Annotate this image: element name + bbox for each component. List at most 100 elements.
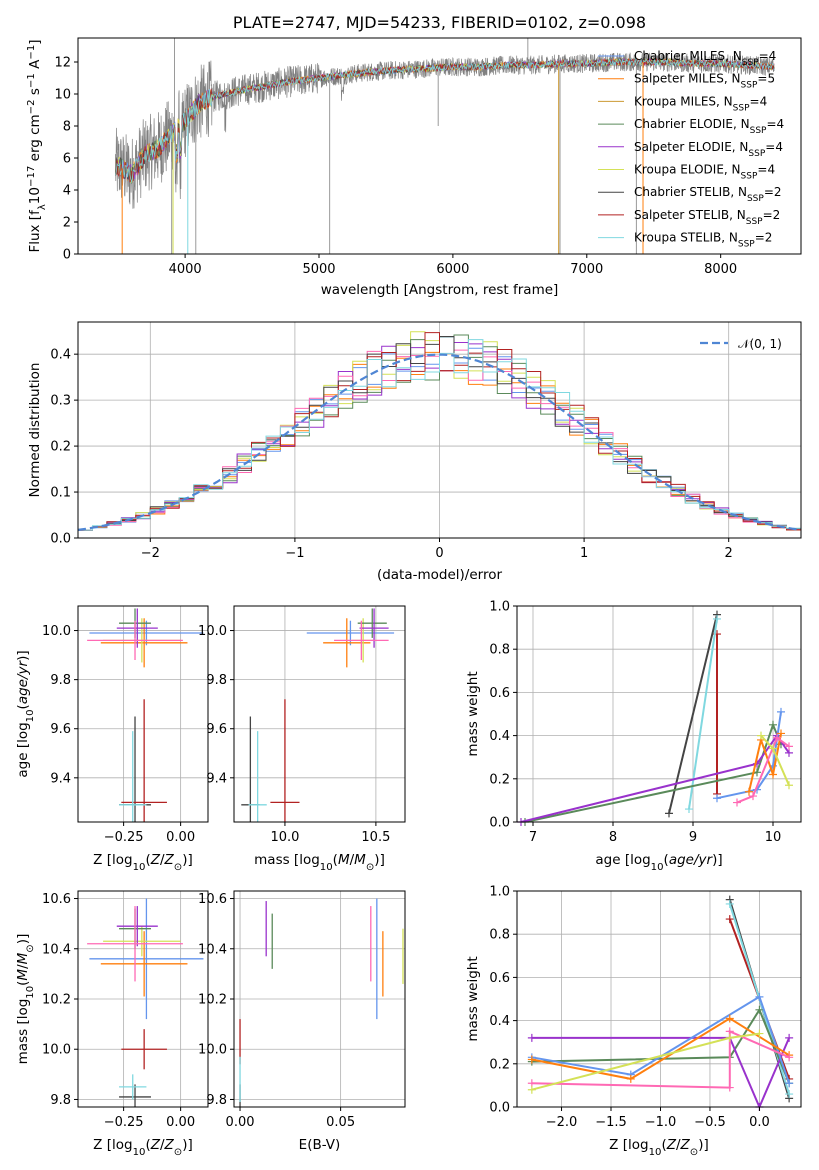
normal-distribution-line xyxy=(78,353,799,531)
y-tick-label: 10.0 xyxy=(198,1043,227,1058)
mass-weight-marker xyxy=(733,798,741,807)
mass-weight-marker xyxy=(665,809,673,818)
y-tick-label: 9.8 xyxy=(206,1093,227,1108)
mass-weight-marker xyxy=(777,729,785,738)
panel-age-vs-mass: 10.0 10.5 9.4 9.6 9.8 10.0 mass [log10(M/M⊙)] xyxy=(198,605,406,873)
x-tick-label: 0.0 xyxy=(749,1115,770,1130)
mass-weight-marker xyxy=(713,614,721,623)
frame-age-vs-Z xyxy=(77,605,209,823)
mass-weight-marker xyxy=(777,707,785,716)
mass-weight-marker xyxy=(725,915,734,924)
y-tick-label: 0.4 xyxy=(489,729,510,744)
x-axis-label: Z [log10(Z/Z⊙)] xyxy=(93,1137,193,1158)
x-axis-label: mass [log10(M/M⊙)] xyxy=(254,852,385,873)
x-tick-label: −2 xyxy=(141,546,160,561)
y-tick-label: 10.4 xyxy=(42,942,71,957)
mass-weight-line xyxy=(736,736,790,804)
legend-label: Salpeter MILES, NSSP=5 xyxy=(634,72,775,91)
grid-age-vs-mass xyxy=(234,606,405,822)
y-tick-label: 10.0 xyxy=(198,624,227,639)
x-axis-label: Z [log10(Z/Z⊙)] xyxy=(609,1137,709,1158)
mass-weight-marker xyxy=(755,1005,764,1014)
y-axis-label: mass weight xyxy=(465,956,481,1041)
x-tick-label: 2 xyxy=(725,546,733,561)
y-tick-label: 10 xyxy=(54,88,71,103)
x-tick-label: 10.0 xyxy=(270,830,299,845)
x-tick-label: 10.5 xyxy=(361,830,390,845)
y-tick-label: 10.6 xyxy=(198,892,227,907)
x-axis-label: E(B-V) xyxy=(299,1137,341,1153)
y-tick-label: 8 xyxy=(63,120,71,135)
y-axis-label: age [log10(age/yr)] xyxy=(15,650,36,777)
mass-weight-line xyxy=(531,1036,791,1107)
panel-massweight-vs-Z: −2.0 −1.5 −1.0 −0.5 0.0 0.0 0.2 0.4 0.6 0.8 1.0 Z [… xyxy=(465,885,802,1158)
mass-weight-marker xyxy=(725,899,734,908)
model-spectrum-line xyxy=(115,57,775,184)
y-tick-label: 0.2 xyxy=(489,772,510,787)
y-tick-label: 4 xyxy=(63,184,71,199)
y-tick-label: 0.3 xyxy=(50,394,71,409)
mass-weight-marker xyxy=(769,744,777,753)
legend-label: Chabrier STELIB, NSSP=2 xyxy=(634,185,782,204)
x-tick-label: 4000 xyxy=(169,262,202,277)
mass-weight-line xyxy=(688,618,718,810)
panel-massweight-vs-age: 7 8 9 10 0.0 0.2 0.4 0.6 0.8 1.0 age [log10(age/yr… xyxy=(465,600,802,873)
mass-weight-marker xyxy=(785,742,793,751)
legend-label: 𝒩(0, 1) xyxy=(738,337,782,351)
y-tick-label: 6 xyxy=(63,152,71,167)
mass-weight-marker xyxy=(527,1085,536,1094)
legend-label: Salpeter ELODIE, NSSP=4 xyxy=(634,140,783,159)
panel-spectrum: 4000 5000 6000 7000 8000 0 2 4 6 8 10 12 PLATE=2747,… xyxy=(26,13,802,298)
mass-weight-marker xyxy=(755,992,764,1001)
mass-weight-line xyxy=(748,733,782,793)
mass-weight-marker xyxy=(626,1074,635,1083)
mass-weight-marker xyxy=(785,1090,794,1099)
mass-weight-marker xyxy=(725,1033,734,1042)
x-axis-label: age [log10(age/yr)] xyxy=(595,852,722,873)
y-tick-label: 0.2 xyxy=(489,1057,510,1072)
y-tick-label: 9.6 xyxy=(206,722,227,737)
legend-label: Kroupa MILES, NSSP=4 xyxy=(634,94,767,113)
mass-weight-marker xyxy=(713,794,721,803)
y-tick-label: 0.1 xyxy=(50,486,71,501)
x-tick-label: 8 xyxy=(609,830,617,845)
mass-weight-marker xyxy=(725,1083,734,1092)
legend-label: Salpeter STELIB, NSSP=2 xyxy=(634,208,780,227)
mass-weight-marker xyxy=(785,1079,794,1088)
y-tick-label: 12 xyxy=(54,56,71,71)
x-tick-label: 0 xyxy=(435,546,443,561)
y-tick-label: 0.4 xyxy=(50,348,71,363)
mass-weight-marker xyxy=(769,770,777,779)
mass-weight-marker xyxy=(785,1033,794,1042)
mass-weight-line xyxy=(520,733,790,822)
y-tick-label: 9.4 xyxy=(50,771,71,786)
x-tick-label: 5000 xyxy=(302,262,335,277)
y-tick-label: 9.8 xyxy=(50,673,71,688)
x-tick-label: −1 xyxy=(285,546,304,561)
frame-massweight-vs-age xyxy=(516,605,802,823)
x-tick-label: −0.25 xyxy=(104,1115,144,1130)
y-tick-label: 0.4 xyxy=(489,1014,510,1029)
mass-weight-marker xyxy=(755,1029,764,1038)
y-tick-label: 1.0 xyxy=(489,885,510,900)
y-tick-label: 10.0 xyxy=(42,1043,71,1058)
y-tick-label: 0.0 xyxy=(489,1101,510,1116)
legend-label: Chabrier MILES, NSSP=4 xyxy=(634,49,776,68)
mass-weight-marker xyxy=(769,720,777,729)
mass-weight-marker xyxy=(773,733,781,742)
y-tick-label: 9.8 xyxy=(206,673,227,688)
panel-residuals: −2 −1 0 1 2 0.0 0.1 0.2 0.3 0.4 (data-model)/error… xyxy=(27,321,802,583)
mass-weight-marker xyxy=(725,1014,734,1023)
y-tick-label: 10.4 xyxy=(198,942,227,957)
y-tick-label: 0.6 xyxy=(489,686,510,701)
x-tick-label: −0.5 xyxy=(694,1115,726,1130)
mass-weight-marker xyxy=(785,781,793,790)
x-tick-label: 7000 xyxy=(570,262,603,277)
histogram-step-line xyxy=(78,332,801,531)
grid-mass-vs-ebv xyxy=(234,891,405,1107)
mass-weight-line xyxy=(524,721,782,822)
y-tick-label: 0.2 xyxy=(50,440,71,455)
mass-weight-marker xyxy=(749,792,757,801)
x-tick-label: −1.5 xyxy=(595,1115,627,1130)
